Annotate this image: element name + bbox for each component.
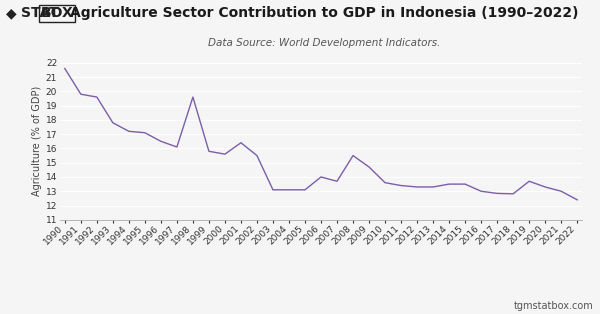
Text: Data Source: World Development Indicators.: Data Source: World Development Indicator… [208,38,440,48]
Text: tgmstatbox.com: tgmstatbox.com [514,301,594,311]
Y-axis label: Agriculture (% of GDP): Agriculture (% of GDP) [32,86,41,197]
Text: ◆: ◆ [6,6,22,20]
Text: STAT: STAT [21,6,59,20]
Text: Agriculture Sector Contribution to GDP in Indonesia (1990–2022): Agriculture Sector Contribution to GDP i… [70,6,578,20]
Text: BOX: BOX [41,6,74,20]
